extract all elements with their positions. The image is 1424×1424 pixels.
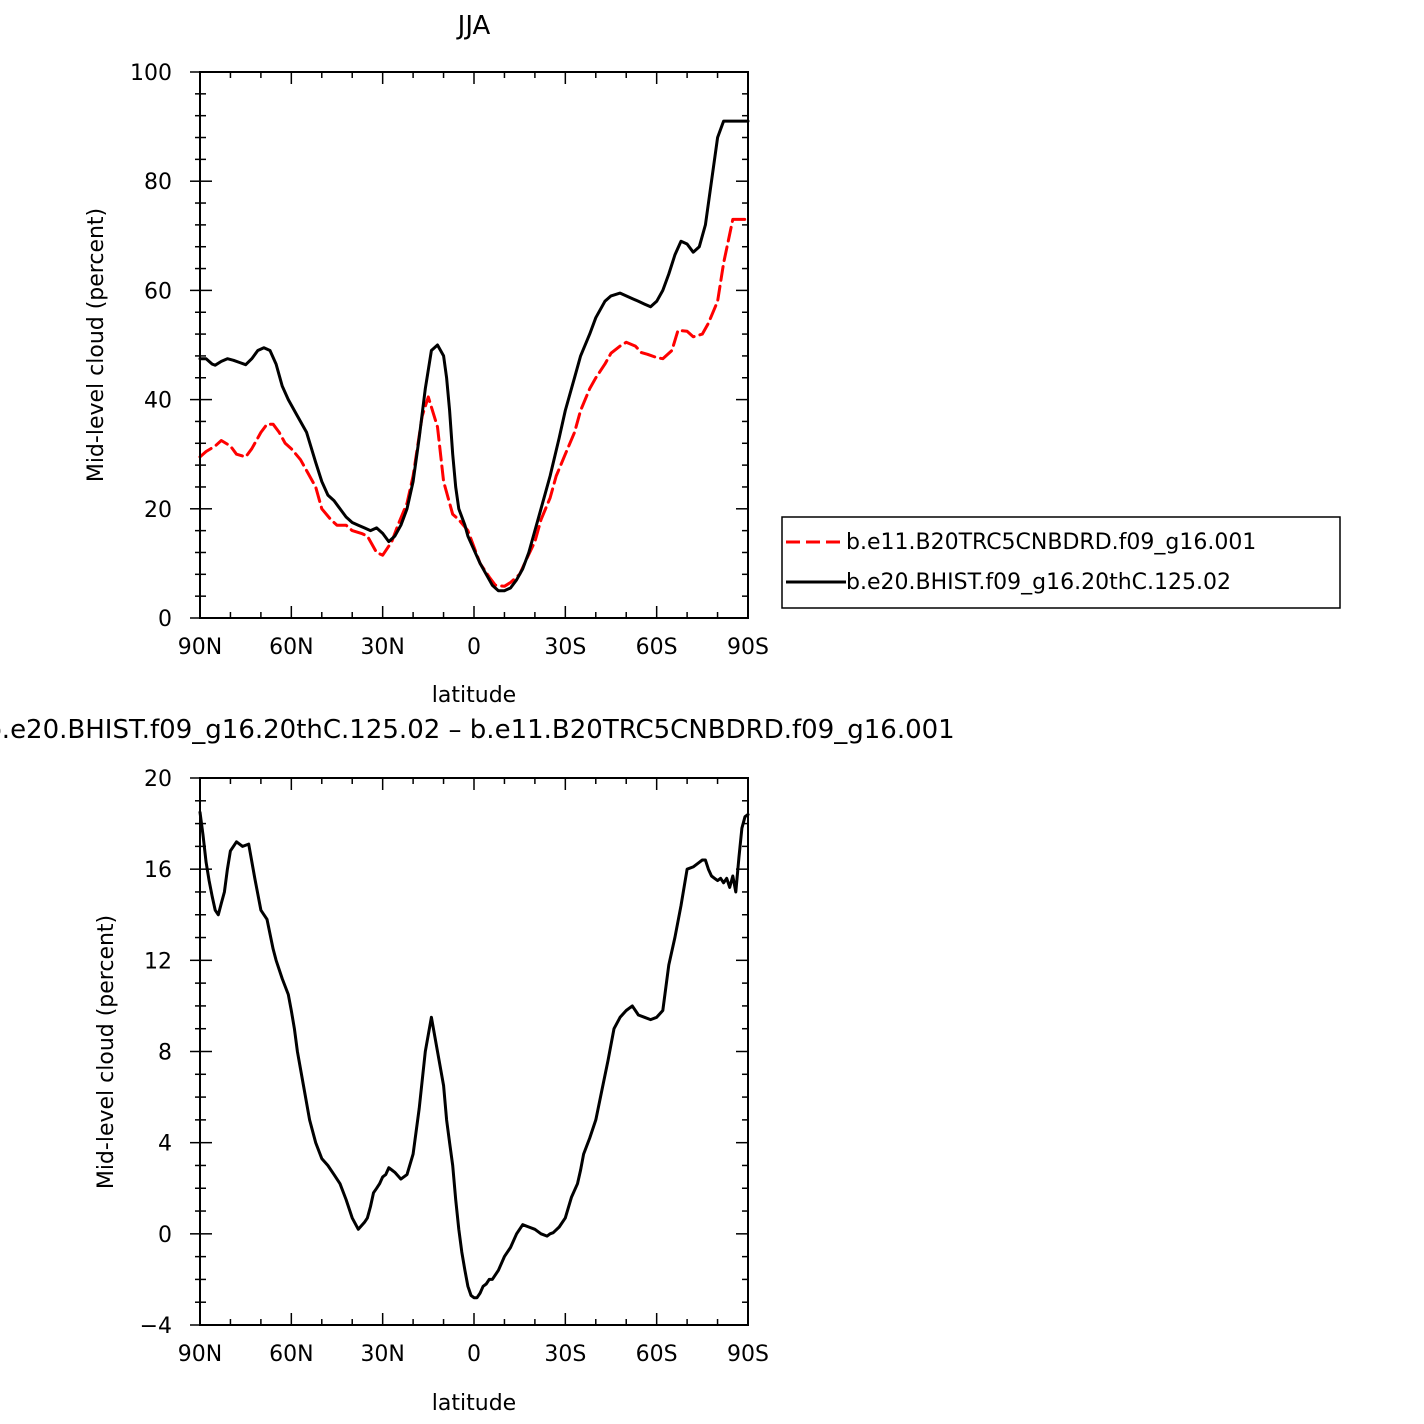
- top-chart-title: JJA: [456, 11, 491, 41]
- x-tick-label: 60N: [269, 635, 313, 660]
- x-tick-label: 0: [467, 1342, 481, 1367]
- bottom-series-lines: [198, 810, 750, 1300]
- x-tick-label: 90S: [727, 635, 769, 660]
- bottom-y-tick-labels: −4 0 4 8 12 16 20: [140, 767, 172, 1339]
- top-series-lines: [198, 119, 750, 593]
- x-tick-label: 30S: [544, 635, 586, 660]
- bottom-y-axis-label: Mid-level cloud (percent): [94, 915, 119, 1189]
- bottom-ticks: [190, 777, 749, 1326]
- y-tick-label: 16: [144, 858, 172, 883]
- y-tick-label: 20: [144, 767, 172, 792]
- x-tick-label: 30S: [544, 1342, 586, 1367]
- top-y-tick-labels: 0 20 40 60 80 100: [130, 61, 172, 632]
- y-tick-label: 0: [158, 1223, 172, 1248]
- x-tick-label: 0: [467, 635, 481, 660]
- x-tick-label: 30N: [360, 1342, 404, 1367]
- series-line-1: [198, 810, 750, 1300]
- bottom-x-tick-labels: 90N 60N 30N 0 30S 60S 90S: [178, 1342, 769, 1367]
- top-x-axis-label: latitude: [432, 683, 516, 708]
- y-tick-label: −4: [140, 1314, 172, 1339]
- legend-label-series-1: b.e11.B20TRC5CNBDRD.f09_g16.001: [846, 530, 1256, 555]
- y-tick-label: 8: [158, 1041, 172, 1066]
- x-tick-label: 60N: [269, 1342, 313, 1367]
- top-y-axis-label: Mid-level cloud (percent): [84, 208, 109, 482]
- x-tick-label: 30N: [360, 635, 404, 660]
- x-tick-label: 60S: [636, 635, 678, 660]
- y-tick-label: 40: [144, 389, 172, 414]
- x-tick-label: 90N: [178, 1342, 222, 1367]
- x-tick-label: 90S: [727, 1342, 769, 1367]
- top-x-tick-labels: 90N 60N 30N 0 30S 60S 90S: [178, 635, 769, 660]
- legend: b.e11.B20TRC5CNBDRD.f09_g16.001 b.e20.BH…: [781, 516, 1341, 609]
- y-tick-label: 12: [144, 949, 172, 974]
- legend-frame: [781, 516, 1341, 609]
- y-tick-label: 60: [144, 279, 172, 304]
- bottom-chart-title: b.e20.BHIST.f09_g16.20thC.125.02 – b.e11…: [0, 715, 955, 745]
- bottom-panel: b.e20.BHIST.f09_g16.20thC.125.02 – b.e11…: [0, 715, 955, 1416]
- y-tick-label: 80: [144, 170, 172, 195]
- bottom-plot-frame: [199, 777, 749, 1326]
- series-line-1: [198, 217, 750, 588]
- x-tick-label: 90N: [178, 635, 222, 660]
- x-tick-label: 60S: [636, 1342, 678, 1367]
- y-tick-label: 4: [158, 1132, 172, 1157]
- legend-label-series-2: b.e20.BHIST.f09_g16.20thC.125.02: [846, 570, 1231, 595]
- y-tick-label: 0: [158, 607, 172, 632]
- top-panel: JJA 90N 60N 30N 0 30S 60S 90S 0 20 40 60 80 100 lat…: [84, 11, 1341, 708]
- bottom-x-axis-label: latitude: [432, 1391, 516, 1416]
- y-tick-label: 100: [130, 61, 172, 86]
- series-line-2: [198, 119, 750, 593]
- y-tick-label: 20: [144, 498, 172, 523]
- top-plot-frame: [199, 71, 749, 619]
